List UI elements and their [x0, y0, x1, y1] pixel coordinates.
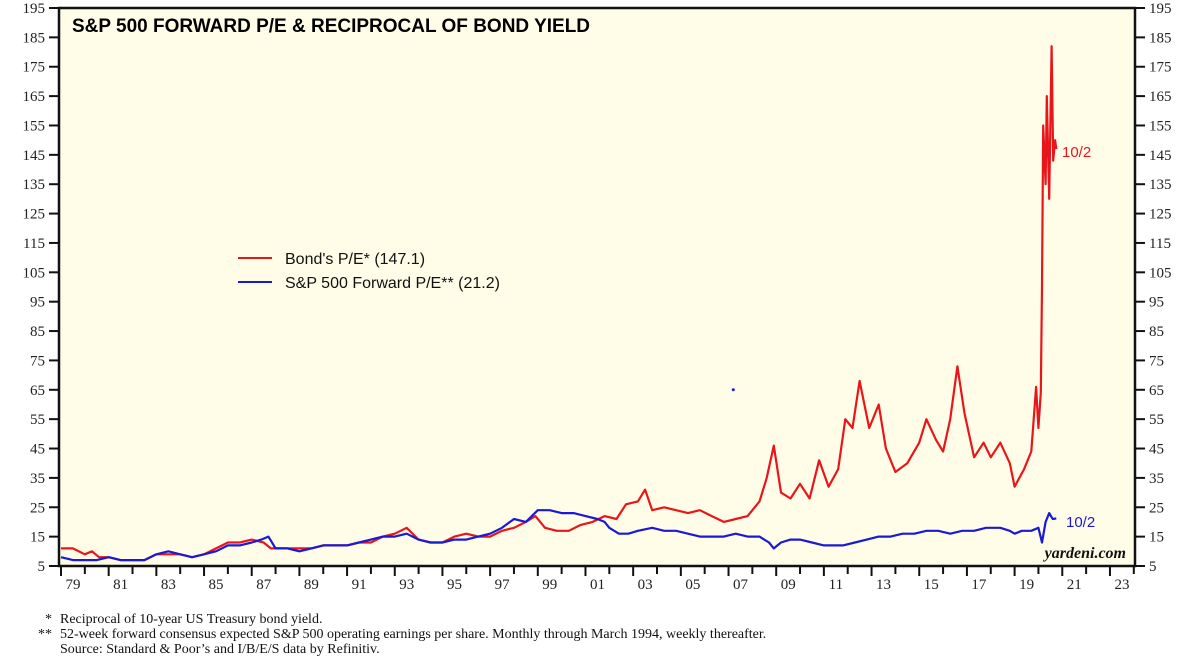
x-tick-label: 01: [590, 577, 605, 593]
y-tick-label-left: 185: [23, 30, 46, 46]
y-tick-label-left: 105: [23, 265, 46, 281]
footnote-source: Source: Standard & Poor’s and I/B/E/S da…: [60, 642, 380, 657]
x-tick-label: 85: [209, 577, 224, 593]
legend: Bond's P/E* (147.1) S&P 500 Forward P/E*…: [238, 251, 500, 292]
y-tick-label-right: 5: [1149, 559, 1157, 575]
y-tick-label-left: 15: [30, 530, 45, 546]
y-tick-label-right: 175: [1149, 60, 1172, 76]
y-axis-left: 5 15 25 35 45 55 65 75 85 95 105 115 125 135 145 155 165…: [23, 1, 59, 575]
y-tick-label-right: 115: [1149, 236, 1171, 252]
footnote-1: * Reciprocal of 10-year US Treasury bond …: [45, 612, 323, 627]
source-brand: yardeni.com: [1043, 545, 1126, 562]
y-tick-label-left: 25: [30, 500, 45, 516]
y-tick-label-left: 155: [23, 118, 46, 134]
y-tick-label-left: 45: [30, 442, 45, 458]
legend-label-sp500: S&P 500 Forward P/E** (21.2): [285, 275, 500, 292]
y-tick-label-right: 25: [1149, 500, 1164, 516]
y-tick-label-left: 65: [30, 383, 45, 399]
y-tick-label-right: 125: [1149, 207, 1172, 223]
y-tick-label-left: 35: [30, 471, 45, 487]
y-tick-label-right: 135: [1149, 177, 1172, 193]
y-tick-label-left: 175: [23, 60, 46, 76]
end-label-bond: 10/2: [1062, 144, 1091, 161]
y-tick-label-right: 95: [1149, 295, 1164, 311]
x-tick-label: 23: [1114, 577, 1129, 593]
y-tick-label-right: 15: [1149, 530, 1164, 546]
y-tick-label-left: 165: [23, 89, 46, 105]
x-tick-label: 99: [542, 577, 557, 593]
y-tick-label-right: 55: [1149, 412, 1164, 428]
y-tick-label-left: 75: [30, 353, 45, 369]
y-tick-label-left: 125: [23, 207, 46, 223]
series-line-sp500-forward-pe: [60, 509, 1057, 562]
x-tick-label: 81: [113, 577, 128, 593]
x-tick-label: 95: [447, 577, 462, 593]
x-tick-label: 03: [638, 577, 653, 593]
x-tick-label: 19: [1019, 577, 1034, 593]
stray-data-point: [731, 388, 735, 392]
y-tick-label-left: 5: [38, 559, 46, 575]
y-tick-label-right: 105: [1149, 265, 1172, 281]
x-tick-label: 13: [876, 577, 891, 593]
y-tick-label-right: 195: [1149, 1, 1172, 17]
series-group: [60, 45, 1058, 562]
y-tick-label-right: 185: [1149, 30, 1172, 46]
x-tick-label: 09: [781, 577, 796, 593]
x-tick-label: 97: [495, 577, 511, 593]
footnotes: * Reciprocal of 10-year US Treasury bond …: [30, 612, 766, 657]
y-tick-label-left: 115: [23, 236, 45, 252]
x-tick-label: 87: [256, 577, 272, 593]
y-tick-label-left: 85: [30, 324, 45, 340]
x-tick-label: 79: [66, 577, 81, 593]
legend-label-bond: Bond's P/E* (147.1): [285, 251, 425, 268]
x-tick-label: 07: [733, 577, 749, 593]
end-label-sp500: 10/2: [1066, 514, 1095, 531]
y-tick-label-left: 145: [23, 148, 46, 164]
x-tick-label: 11: [829, 577, 843, 593]
y-tick-label-right: 155: [1149, 118, 1172, 134]
x-tick-label: 21: [1067, 577, 1082, 593]
x-tick-label: 83: [161, 577, 176, 593]
series-line-bond-pe: [61, 45, 1058, 562]
y-tick-label-left: 55: [30, 412, 45, 428]
plot-frame: [57, 6, 1137, 568]
y-tick-label-right: 45: [1149, 442, 1164, 458]
plot-area: [59, 8, 1135, 566]
x-tick-label: 91: [352, 577, 367, 593]
x-tick-label: 89: [304, 577, 319, 593]
x-tick-label: 93: [399, 577, 414, 593]
x-tick-label: 15: [924, 577, 939, 593]
chart-title: S&P 500 FORWARD P/E & RECIPROCAL OF BOND…: [72, 16, 590, 37]
footnote-2: ** 52-week forward consensus expected S&P…: [38, 627, 767, 642]
x-tick-label: 17: [971, 577, 987, 593]
y-tick-label-left: 135: [23, 177, 46, 193]
x-axis: 79 81 83 85 87 89 91 93 95 97 99 01 03 05 07 09 11 13 15 17…: [60, 566, 1135, 593]
y-tick-label-right: 165: [1149, 89, 1172, 105]
y-axis-right: 5 15 25 35 45 55 65 75 85 95 105 115 125 135 145 155 165…: [1135, 1, 1172, 575]
y-tick-label-right: 35: [1149, 471, 1164, 487]
x-tick-label: 05: [685, 577, 700, 593]
y-tick-label-right: 75: [1149, 353, 1164, 369]
y-tick-label-left: 195: [23, 1, 46, 17]
y-tick-label-right: 85: [1149, 324, 1164, 340]
y-tick-label-right: 145: [1149, 148, 1172, 164]
y-tick-label-left: 95: [30, 295, 45, 311]
y-tick-label-right: 65: [1149, 383, 1164, 399]
